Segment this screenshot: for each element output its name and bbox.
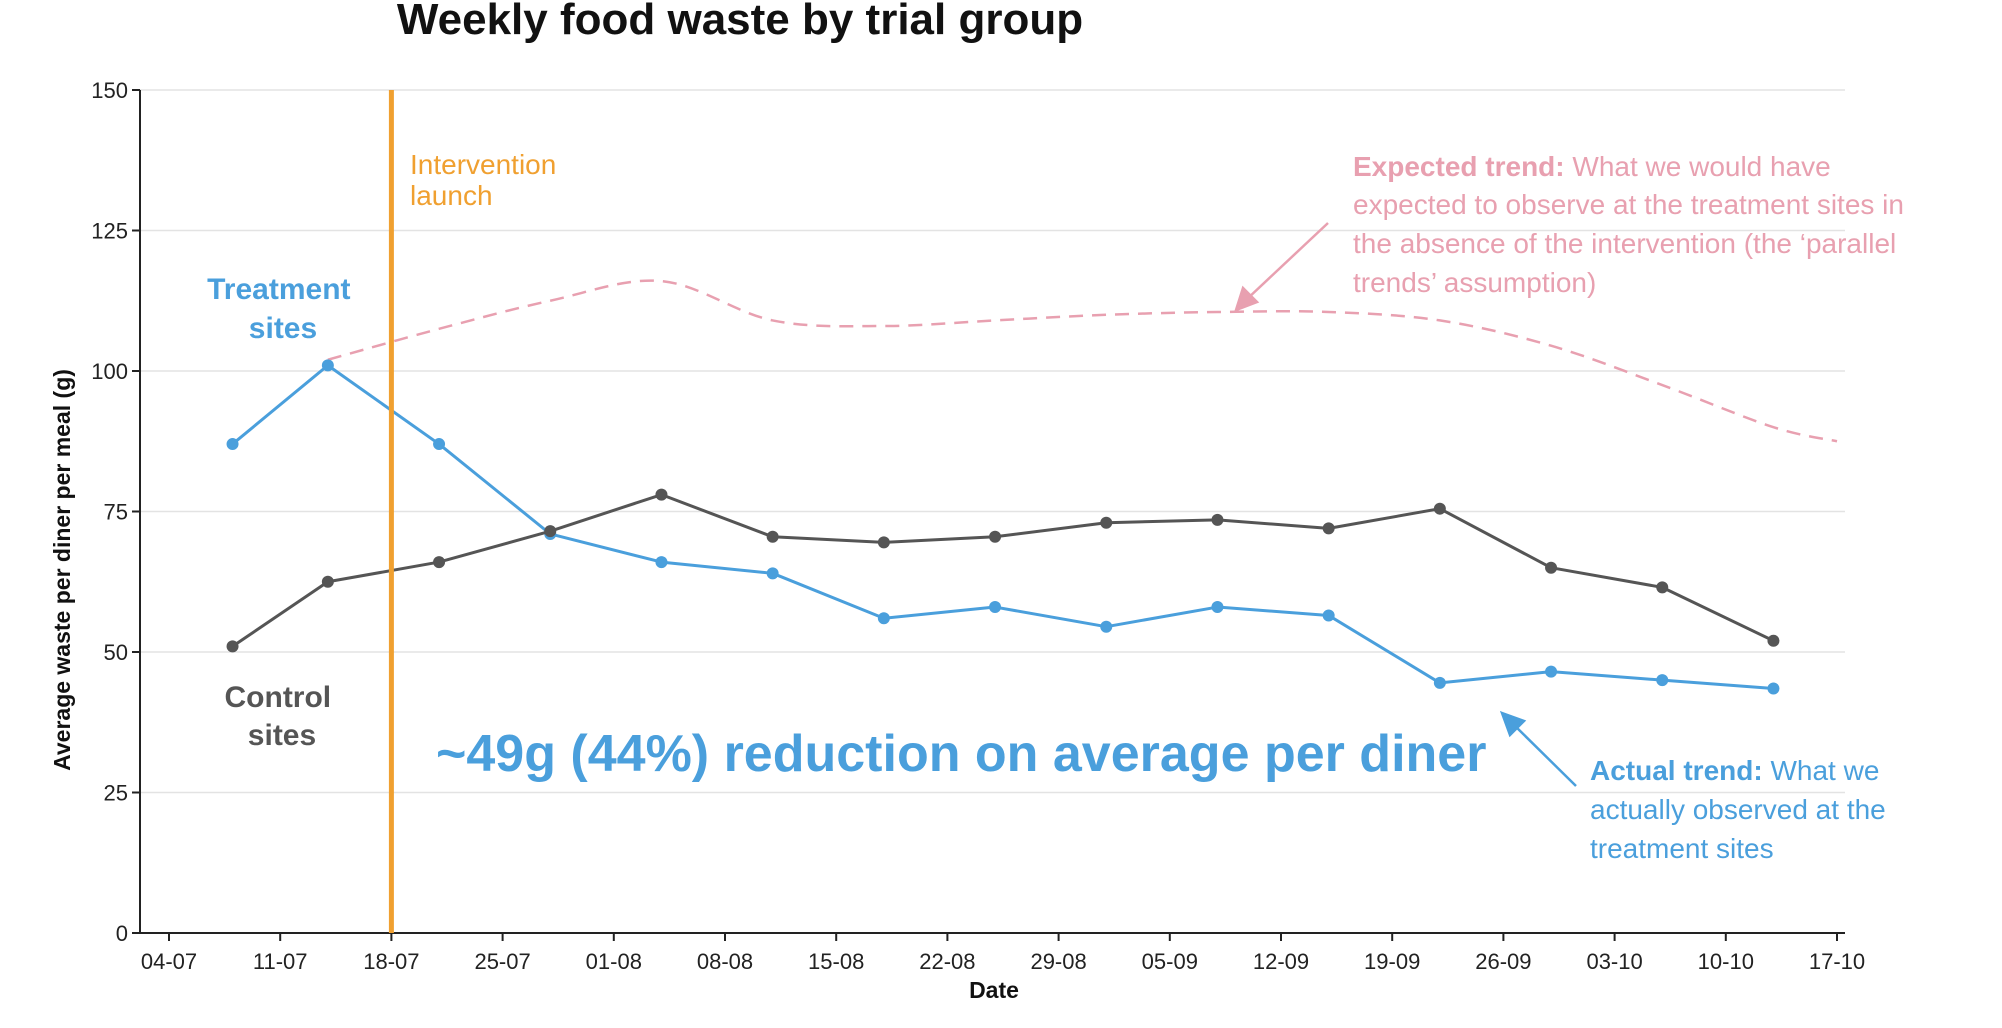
control-sites-point bbox=[655, 488, 668, 501]
actual-trend-line1: What we bbox=[1763, 755, 1880, 786]
y-tick-label: 25 bbox=[104, 781, 128, 806]
control-sites-point bbox=[226, 640, 239, 653]
control-sites-point bbox=[1656, 581, 1669, 594]
control-sites-point bbox=[321, 575, 334, 588]
chart-title: Weekly food waste by trial group bbox=[397, 0, 1083, 44]
treatment-sites-point bbox=[1433, 676, 1446, 689]
control-sites-point bbox=[1545, 561, 1558, 574]
treatment-sites-point bbox=[321, 359, 334, 372]
expected-trend-line1: What we would have bbox=[1565, 151, 1831, 182]
y-tick-label: 125 bbox=[91, 219, 128, 244]
control-sites-point bbox=[1211, 513, 1224, 526]
x-tick-label: 15-08 bbox=[808, 949, 864, 974]
control-label-line2: sites bbox=[248, 719, 316, 752]
y-tick-label: 0 bbox=[116, 921, 128, 946]
expected-trend-heading: Expected trend: bbox=[1353, 151, 1565, 182]
control-sites-point bbox=[766, 530, 779, 543]
x-tick-label: 25-07 bbox=[474, 949, 530, 974]
x-tick-label: 04-07 bbox=[141, 949, 197, 974]
gridlines bbox=[140, 89, 1845, 794]
series-layer bbox=[226, 279, 1838, 695]
control-sites-point bbox=[544, 525, 557, 538]
control-sites-point bbox=[1322, 522, 1335, 535]
intervention-label-line2: launch bbox=[410, 180, 493, 211]
intervention-label: Intervention launch bbox=[410, 149, 564, 211]
x-tick-label: 11-07 bbox=[253, 949, 308, 974]
control-sites-point bbox=[989, 530, 1002, 543]
expected-trend-line2: expected to observe at the treatment sit… bbox=[1353, 189, 1904, 220]
x-tick-label: 05-09 bbox=[1142, 949, 1198, 974]
expected-trend-line bbox=[327, 279, 1838, 443]
treatment-sites-point bbox=[989, 601, 1002, 614]
treatment-sites-label: Treatment sites bbox=[207, 273, 359, 345]
treatment-sites-point bbox=[226, 438, 239, 451]
x-axis-label: Date bbox=[969, 977, 1019, 1003]
x-tick-label: 26-09 bbox=[1475, 949, 1531, 974]
control-label-line1: Control bbox=[225, 681, 332, 714]
treatment-label-line2: sites bbox=[249, 312, 317, 345]
control-sites-label: Control sites bbox=[225, 681, 340, 752]
x-tick-label: 18-07 bbox=[363, 949, 419, 974]
y-axis-label: Average waste per diner per meal (g) bbox=[49, 369, 75, 771]
control-sites-point bbox=[433, 556, 446, 569]
actual-trend-line2: actually observed at the bbox=[1590, 794, 1886, 825]
treatment-label-line1: Treatment bbox=[207, 273, 350, 306]
treatment-sites-point bbox=[1322, 609, 1335, 622]
x-tick-label: 29-08 bbox=[1030, 949, 1086, 974]
intervention-label-line1: Intervention bbox=[410, 149, 556, 180]
x-tick-label: 17-10 bbox=[1809, 949, 1865, 974]
reduction-callout: ~49g (44%) reduction on average per dine… bbox=[436, 725, 1486, 783]
expected-trend-arrow bbox=[1234, 222, 1329, 313]
treatment-sites-line bbox=[231, 363, 1774, 691]
treatment-sites-point bbox=[766, 567, 779, 580]
x-tick-label: 12-09 bbox=[1253, 949, 1309, 974]
expected-trend-line3: the absence of the intervention (the ‘pa… bbox=[1353, 228, 1896, 259]
y-tick-label: 75 bbox=[104, 500, 128, 525]
treatment-sites-point bbox=[433, 438, 446, 451]
expected-trend-line4: trends’ assumption) bbox=[1353, 267, 1596, 298]
treatment-sites-point bbox=[1545, 665, 1558, 678]
control-sites-line bbox=[231, 493, 1775, 648]
treatment-sites-point bbox=[877, 612, 890, 625]
treatment-sites-point bbox=[1767, 682, 1780, 695]
treatment-sites-point bbox=[1211, 601, 1224, 614]
actual-trend-note: Actual trend: What we actually observed … bbox=[1590, 755, 1894, 864]
treatment-sites-point bbox=[655, 556, 668, 569]
expected-trend-note: Expected trend: What we would have expec… bbox=[1353, 151, 1912, 298]
x-tick-label: 08-08 bbox=[697, 949, 753, 974]
x-tick-label: 22-08 bbox=[919, 949, 975, 974]
treatment-sites-point bbox=[1656, 674, 1669, 687]
x-tick-label: 03-10 bbox=[1586, 949, 1642, 974]
control-sites-point bbox=[877, 536, 890, 549]
x-tick-label: 19-09 bbox=[1364, 949, 1420, 974]
axes: 0 25 50 75 100 125 150 04-07 11-07 18-07 25-07 01-0… bbox=[91, 78, 1865, 974]
y-tick-label: 150 bbox=[91, 78, 128, 103]
actual-trend-heading: Actual trend: bbox=[1590, 755, 1763, 786]
y-tick-label: 100 bbox=[91, 359, 128, 384]
treatment-sites-point bbox=[1100, 620, 1113, 633]
actual-trend-line3: treatment sites bbox=[1590, 833, 1774, 864]
control-sites-point bbox=[1100, 516, 1113, 529]
control-sites-point bbox=[1767, 634, 1780, 647]
x-tick-label: 10-10 bbox=[1698, 949, 1754, 974]
control-sites-point bbox=[1433, 502, 1446, 515]
x-tick-label: 01-08 bbox=[586, 949, 642, 974]
y-tick-label: 50 bbox=[104, 640, 128, 665]
actual-trend-arrow bbox=[1499, 710, 1577, 787]
